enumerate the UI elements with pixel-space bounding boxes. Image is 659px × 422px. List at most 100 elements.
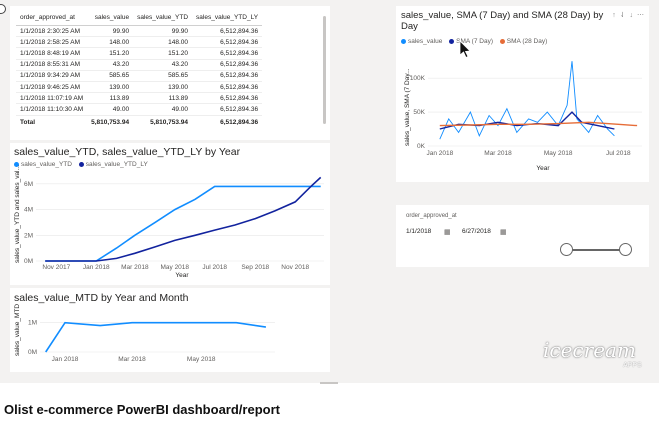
table-cell: 6,512,894.36 bbox=[192, 25, 263, 38]
y-tick-label: 1M bbox=[28, 320, 37, 327]
table-cell: 113.89 bbox=[133, 92, 193, 105]
table-cell: 6,512,894.36 bbox=[192, 103, 263, 116]
table-cell: 6,512,894.36 bbox=[192, 59, 263, 71]
legend-label: sales_value_YTD bbox=[21, 161, 72, 168]
legend-item[interactable]: sales_value bbox=[401, 38, 442, 45]
y-tick-label: 0M bbox=[24, 258, 33, 265]
table-cell: 49.00 bbox=[133, 103, 193, 116]
x-tick-label: Nov 2018 bbox=[281, 264, 309, 271]
sales-table: order_approved_at sales_value sales_valu… bbox=[16, 12, 263, 128]
watermark-subtext: APPS bbox=[623, 362, 642, 369]
table-scrollbar[interactable] bbox=[323, 16, 326, 124]
calendar-icon[interactable]: ▦ bbox=[444, 229, 451, 236]
video-progress-marker[interactable] bbox=[320, 382, 338, 384]
x-tick-label: Jan 2018 bbox=[52, 356, 79, 363]
table-cell: 99.90 bbox=[87, 25, 134, 38]
start-date-input[interactable]: 1/1/2018 ▦ bbox=[406, 228, 498, 239]
table-cell: 43.20 bbox=[87, 59, 134, 71]
sma-chart-title-line2: Day bbox=[401, 21, 418, 32]
x-tick-label: Jan 2018 bbox=[426, 150, 453, 157]
legend-dot-icon bbox=[14, 161, 19, 167]
legend-label: SMA (7 Day) bbox=[456, 38, 493, 45]
table-visual[interactable]: order_approved_at sales_value sales_valu… bbox=[10, 6, 330, 140]
table-row[interactable]: 1/1/2018 8:55:31 AM 43.20 43.20 6,512,894.3… bbox=[16, 59, 263, 71]
legend-dot-icon bbox=[449, 38, 455, 44]
x-tick-label: Nov 2017 bbox=[42, 264, 70, 271]
series-line-sales-value[interactable] bbox=[439, 61, 615, 140]
table-total-cell: 6,512,894.36 bbox=[192, 114, 263, 128]
table-header-row: order_approved_at sales_value sales_valu… bbox=[16, 12, 263, 26]
table-row[interactable]: 1/1/2018 9:46:25 AM 139.00 139.00 6,512,894… bbox=[16, 81, 263, 94]
table-row[interactable]: 1/1/2018 2:30:25 AM 99.90 99.90 6,512,894.3… bbox=[16, 25, 263, 38]
column-header[interactable]: sales_value_YTD bbox=[133, 12, 193, 26]
calendar-icon[interactable]: ▦ bbox=[500, 229, 507, 236]
column-header[interactable]: order_approved_at bbox=[16, 12, 88, 26]
table-total-row: Total 5,810,753.94 5,810,753.94 6,512,894.3… bbox=[16, 114, 263, 128]
legend-item[interactable]: sales_value_YTD_LY bbox=[78, 161, 148, 168]
table-cell: 6,512,894.36 bbox=[192, 70, 263, 82]
y-tick-label: 50K bbox=[413, 109, 425, 116]
table-cell: 1/1/2018 9:46:25 AM bbox=[16, 81, 88, 94]
y-tick-label: 100K bbox=[410, 75, 426, 82]
legend-item[interactable]: SMA (28 Day) bbox=[499, 38, 547, 45]
table-cell: 113.89 bbox=[87, 92, 134, 105]
table-cell: 1/1/2018 9:34:29 AM bbox=[16, 70, 88, 82]
ytd-chart-title: sales_value_YTD, sales_value_YTD_LY by Y… bbox=[14, 146, 241, 158]
table-row[interactable]: 1/1/2018 8:48:19 AM 151.20 151.20 6,512,894… bbox=[16, 47, 263, 60]
sma-chart-legend: sales_value SMA (7 Day) SMA (28 Day) bbox=[401, 38, 552, 45]
mouse-cursor-icon bbox=[459, 40, 471, 59]
table-cell: 6,512,894.36 bbox=[192, 36, 263, 49]
legend-item[interactable]: SMA (7 Day) bbox=[449, 38, 493, 45]
sma-chart-visual[interactable]: sales_value, SMA (7 Day) and SMA (28 Day… bbox=[396, 6, 649, 182]
x-tick-label: May 2018 bbox=[544, 150, 573, 157]
end-date-input[interactable]: 6/27/2018 ▦ bbox=[462, 228, 522, 239]
x-tick-label: Mar 2018 bbox=[121, 264, 149, 271]
start-date-value: 1/1/2018 bbox=[406, 228, 432, 235]
x-axis-title: Year bbox=[175, 272, 189, 279]
table-row[interactable]: 1/1/2018 2:58:25 AM 148.00 148.00 6,512,894… bbox=[16, 36, 263, 49]
table-cell: 585.65 bbox=[133, 70, 193, 82]
table-cell: 139.00 bbox=[87, 81, 134, 94]
table-row[interactable]: 1/1/2018 11:07:19 AM 113.89 113.89 6,512,89… bbox=[16, 92, 263, 105]
x-tick-label: Jul 2018 bbox=[202, 264, 227, 271]
series-line-ytd-ly[interactable] bbox=[45, 176, 322, 262]
x-tick-label: May 2018 bbox=[160, 264, 189, 271]
focus-mode-icon[interactable] bbox=[0, 4, 6, 14]
table-cell: 139.00 bbox=[133, 81, 193, 94]
y-tick-label: 6M bbox=[24, 181, 33, 188]
watermark-text: icecream bbox=[543, 338, 636, 362]
visual-header-icons[interactable]: ↑ ⇃ ↓ ⋯ bbox=[612, 12, 645, 19]
series-line-sma-28[interactable] bbox=[439, 121, 638, 127]
table-total-cell: 5,810,753.94 bbox=[133, 114, 193, 128]
slider-handle-end[interactable] bbox=[619, 243, 632, 256]
legend-label: sales_value_YTD_LY bbox=[85, 161, 148, 168]
sma-chart-title: sales_value, SMA (7 Day) and SMA (28 Day… bbox=[401, 10, 603, 32]
y-axis-title: sales_value, SMA (7 Day... bbox=[404, 68, 411, 146]
table-row[interactable]: 1/1/2018 11:10:30 AM 49.00 49.00 6,512,894.… bbox=[16, 103, 263, 116]
mtd-chart-visual[interactable]: sales_value_MTD by Year and Month sales_… bbox=[10, 288, 330, 372]
sma-line-chart: sales_value, SMA (7 Day... 0K 50K 100K Jan … bbox=[404, 40, 642, 172]
table-row[interactable]: 1/1/2018 9:34:29 AM 585.65 585.65 6,512,894… bbox=[16, 70, 263, 82]
table-cell: 585.65 bbox=[87, 70, 134, 82]
page-caption: Olist e-commerce PowerBI dashboard/repor… bbox=[4, 402, 280, 417]
date-range-slider[interactable] bbox=[560, 243, 632, 257]
table-cell: 151.20 bbox=[87, 47, 134, 60]
table-cell: 148.00 bbox=[87, 36, 134, 49]
column-header[interactable]: sales_value bbox=[87, 12, 134, 26]
date-slicer[interactable]: order_approved_at 1/1/2018 ▦ 6/27/2018 ▦ bbox=[396, 205, 649, 267]
column-header[interactable]: sales_value_YTD_LY bbox=[192, 12, 263, 26]
y-tick-label: 0K bbox=[417, 143, 426, 150]
slider-handle-start[interactable] bbox=[560, 243, 573, 256]
y-tick-label: 4M bbox=[24, 207, 33, 214]
ytd-chart-legend: sales_value_YTD sales_value_YTD_LY bbox=[14, 161, 153, 168]
series-line-ytd[interactable] bbox=[45, 185, 321, 262]
table-cell: 1/1/2018 11:07:19 AM bbox=[16, 92, 88, 105]
ytd-chart-visual[interactable]: sales_value_YTD, sales_value_YTD_LY by Y… bbox=[10, 143, 330, 285]
y-axis-title: sales_value_MTD bbox=[14, 304, 21, 356]
legend-item[interactable]: sales_value_YTD bbox=[14, 161, 72, 168]
series-line-mtd[interactable] bbox=[45, 321, 267, 353]
slicer-label: order_approved_at bbox=[406, 213, 457, 219]
table-cell: 1/1/2018 2:30:25 AM bbox=[16, 25, 88, 38]
y-tick-label: 0M bbox=[28, 349, 37, 356]
table-cell: 151.20 bbox=[133, 47, 193, 60]
